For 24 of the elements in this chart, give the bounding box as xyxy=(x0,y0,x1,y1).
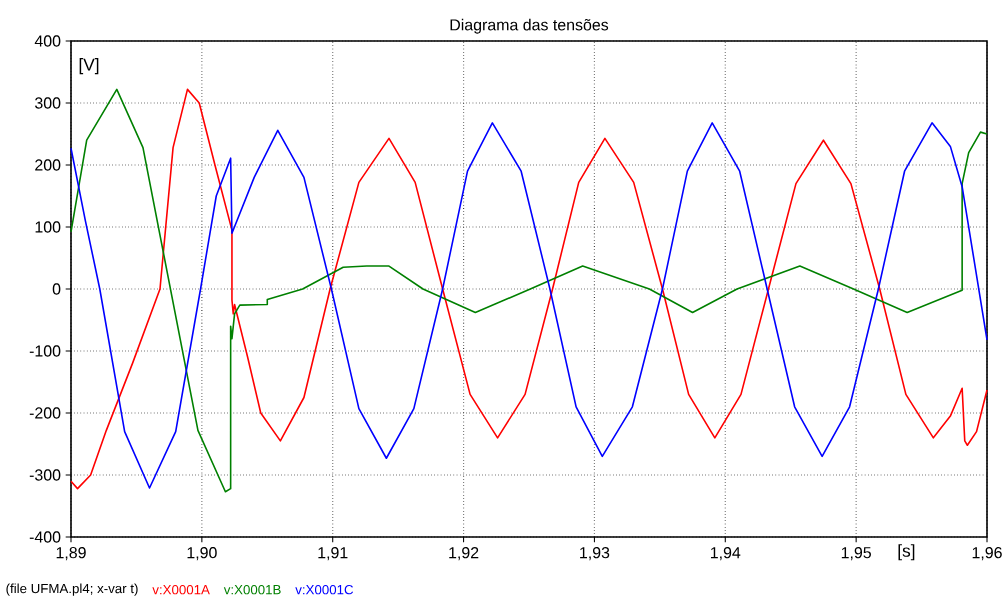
x-tick-label: 1,93 xyxy=(580,547,610,561)
y-tick-label: 0 xyxy=(52,283,61,295)
text: v:X0001C xyxy=(295,584,354,595)
y-tick-label: 100 xyxy=(35,221,61,233)
x-tick-label: 1,94 xyxy=(710,547,741,561)
text: v:X0001A xyxy=(152,584,210,595)
x-tick-label: 1,96 xyxy=(972,547,1002,561)
text: (file UFMA.pl4; x-var t) xyxy=(6,583,138,596)
x-tick-label: 1,95 xyxy=(841,547,871,561)
y-tick-label: 400 xyxy=(34,35,61,47)
y-tick-label: -300 xyxy=(29,469,61,481)
x-axis-title: [s] xyxy=(898,544,915,561)
y-tick-label: -200 xyxy=(29,407,61,419)
y-tick-label: -100 xyxy=(29,345,61,357)
text: v:X0001B xyxy=(223,584,281,595)
x-tick-label: 1,92 xyxy=(449,547,479,561)
x-tick-label: 1,90 xyxy=(187,547,217,561)
y-tick-label: -400 xyxy=(29,531,61,543)
y-tick-label: 200 xyxy=(35,159,61,171)
y-tick-label: 300 xyxy=(35,97,61,109)
x-tick-label: 1,89 xyxy=(56,547,86,561)
y-axis-title: [V] xyxy=(79,58,99,75)
chart-title: Diagrama das tensões xyxy=(450,18,609,34)
x-tick-label: 1,91 xyxy=(318,547,348,561)
